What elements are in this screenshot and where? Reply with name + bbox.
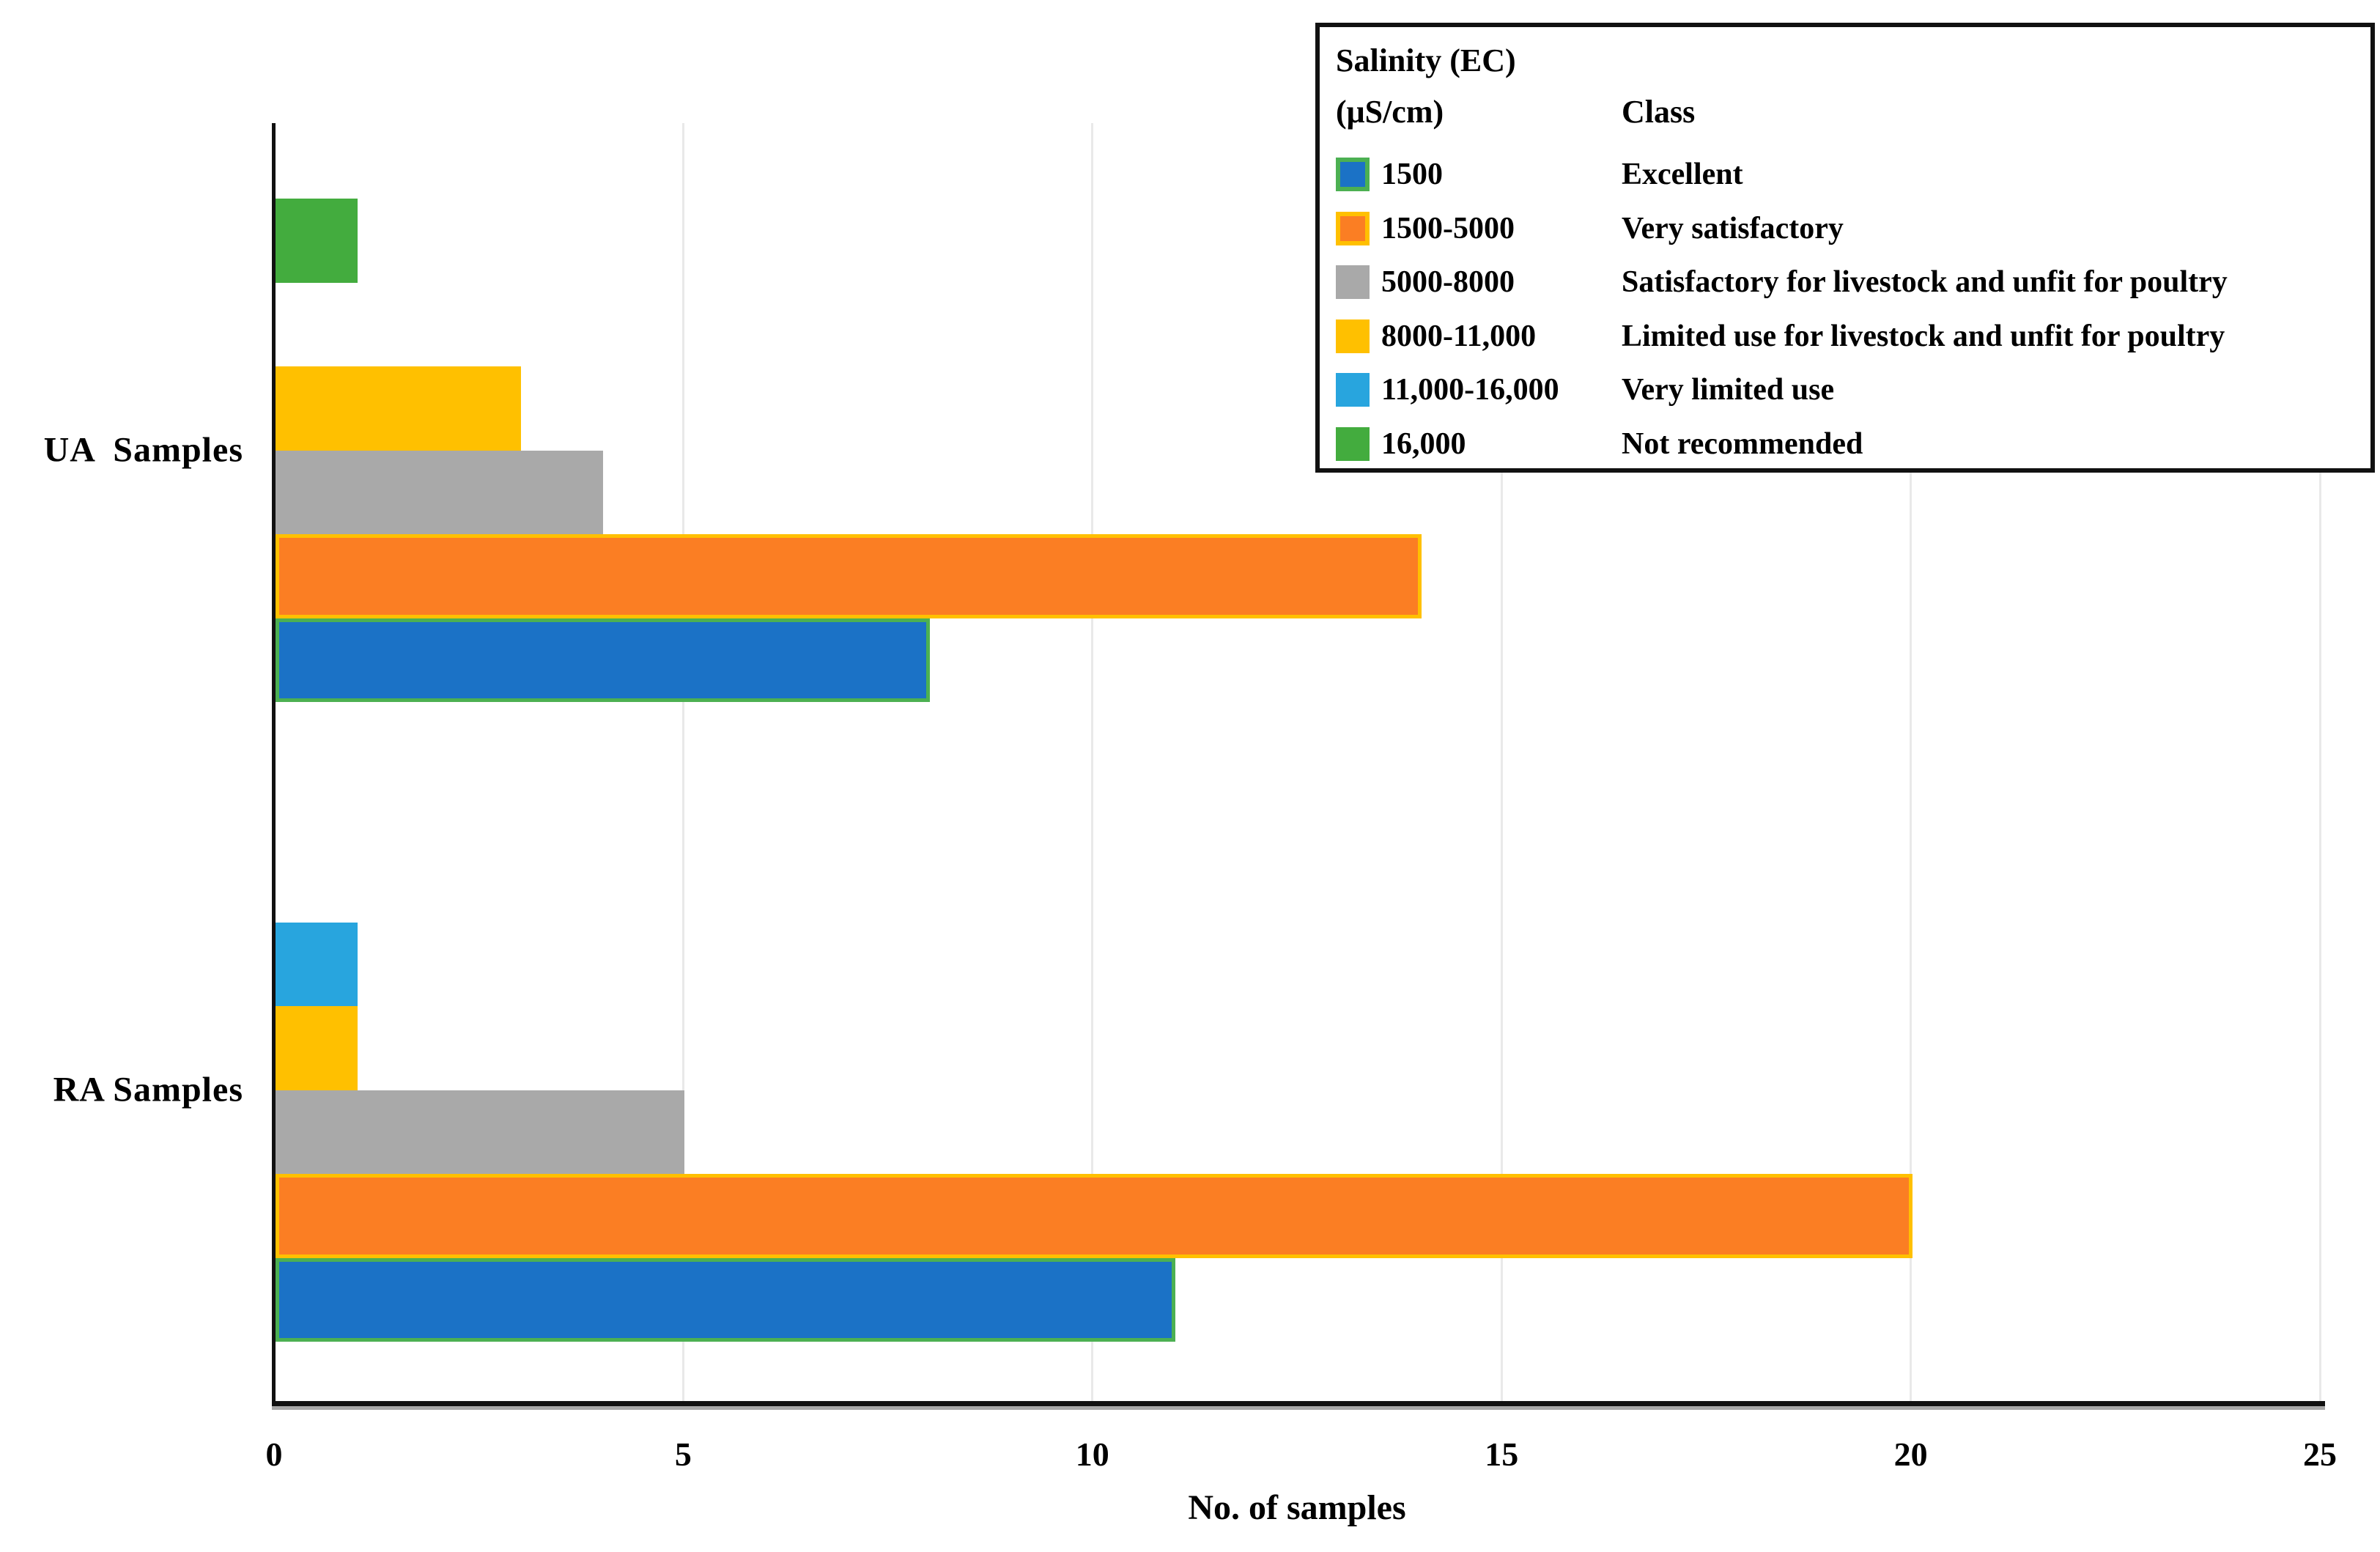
legend-swatch-8000-11-000: [1336, 319, 1370, 353]
bar-ua-samples-5000-8000: [276, 450, 603, 534]
bar-ua-samples-1500-5000: [276, 534, 1422, 618]
gridline-x-20: [1910, 123, 1912, 1403]
x-tick-label-20: 20: [1893, 1435, 1928, 1473]
legend-class-label: Very satisfactory: [1622, 211, 1844, 245]
legend-class-header: Class: [1622, 94, 1696, 130]
legend-range-label: 8000-11,000: [1381, 319, 1537, 353]
legend-row-8000-11-000: 8000-11,000 Limited use for livestock and…: [1336, 319, 2363, 353]
legend-class-label: Very limited use: [1622, 373, 1835, 407]
bar-ua-samples-1500: [276, 618, 931, 702]
legend-swatch-1500-5000: [1336, 211, 1370, 245]
legend-row-5000-8000: 5000-8000 Satisfactory for livestock and …: [1336, 265, 2363, 299]
legend-class-label: Not recommended: [1622, 426, 1863, 461]
legend-inner: Salinity (EC) (μS/cm) Class 1500 Excellen…: [1336, 27, 2363, 468]
legend-row-11-000-16-000: 11,000-16,000 Very limited use: [1336, 373, 2363, 407]
gridline-x-15: [1500, 123, 1503, 1403]
bar-ra-samples-8000-11-000: [276, 1006, 358, 1090]
x-axis-line: [272, 1401, 2325, 1406]
bar-ra-samples-11-000-16-000: [276, 922, 358, 1006]
legend-title: Salinity (EC): [1336, 43, 1516, 78]
x-axis-title: No. of samples: [1188, 1488, 1406, 1527]
legend-row-16-000: 16,000 Not recommended: [1336, 426, 2363, 461]
legend-range-label: 16,000: [1381, 426, 1466, 461]
legend-swatch-1500: [1336, 158, 1370, 191]
legend-unit: (μS/cm): [1336, 94, 1444, 130]
x-tick-label-25: 25: [2303, 1435, 2337, 1473]
legend-swatch-16-000: [1336, 426, 1370, 461]
x-tick-label-10: 10: [1075, 1435, 1109, 1473]
legend-range-label: 1500: [1381, 158, 1443, 191]
x-tick-label-0: 0: [265, 1435, 283, 1473]
gridline-x-25: [2318, 123, 2321, 1403]
x-tick-label-5: 5: [674, 1435, 692, 1473]
legend-range-label: 5000-8000: [1381, 265, 1515, 299]
category-label-ua: UA Samples: [43, 430, 243, 470]
bar-ra-samples-1500-5000: [276, 1174, 1912, 1258]
gridline-x-10: [1091, 123, 1094, 1403]
legend-class-label: Satisfactory for livestock and unfit for…: [1622, 265, 2228, 299]
bar-ra-samples-1500: [276, 1257, 1176, 1342]
legend-swatch-11-000-16-000: [1336, 373, 1370, 407]
legend-swatch-5000-8000: [1336, 265, 1370, 299]
x-tick-label-15: 15: [1485, 1435, 1519, 1473]
legend-class-label: Excellent: [1622, 158, 1743, 191]
legend: Salinity (EC) (μS/cm) Class 1500 Excellen…: [1315, 23, 2375, 473]
y-axis-line: [272, 123, 276, 1406]
bar-ua-samples-8000-11-000: [276, 366, 522, 451]
bar-ra-samples-5000-8000: [276, 1090, 685, 1174]
legend-class-label: Limited use for livestock and unfit for …: [1622, 319, 2225, 353]
gridline-x-5: [681, 123, 684, 1403]
legend-range-label: 11,000-16,000: [1381, 373, 1559, 407]
category-label-ra: RA Samples: [53, 1070, 243, 1109]
legend-row-1500: 1500 Excellent: [1336, 158, 2363, 191]
legend-row-1500-5000: 1500-5000 Very satisfactory: [1336, 211, 2363, 245]
legend-range-label: 1500-5000: [1381, 211, 1515, 245]
bar-ua-samples-16-000: [276, 199, 358, 283]
